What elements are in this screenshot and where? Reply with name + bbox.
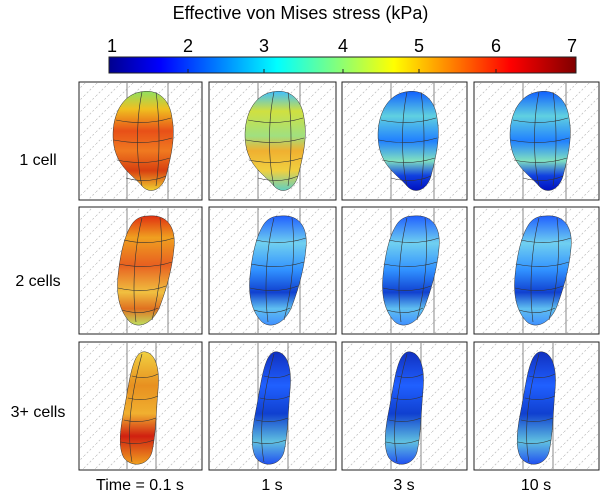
colorbar-title: Effective von Mises stress (kPa) — [172, 3, 429, 23]
panel-3cells-t3 — [341, 341, 468, 471]
col-label-t0.1: Time = 0.1 s — [96, 477, 184, 494]
panel-1cell-t0.1 — [78, 81, 203, 201]
colorbar-tick: 7 — [566, 36, 577, 56]
panel-1cell-t3 — [341, 81, 468, 201]
col-label-t10: 10 s — [520, 477, 552, 494]
colorbar-ticks — [187, 69, 497, 73]
col-label-t3: 3 s — [393, 477, 415, 494]
panel-2cells-t3 — [341, 206, 468, 335]
panel-3cells-t10 — [473, 341, 600, 471]
colorbar-tick: 3 — [258, 36, 269, 56]
row-label-1-cell: 1 cell — [19, 152, 57, 169]
col-label-t1: 1 s — [261, 477, 283, 494]
colorbar-tick: 6 — [490, 36, 501, 56]
row-label-3plus-cells: 3+ cells — [10, 404, 66, 421]
panel-2cells-t1 — [208, 206, 337, 335]
row-label-2-cells: 2 cells — [15, 273, 61, 290]
panel-3cells-t1 — [208, 341, 337, 471]
colorbar-tick: 1 — [106, 36, 117, 56]
panel-3cells-t0.1 — [78, 341, 203, 471]
panel-1cell-t10 — [473, 81, 600, 201]
colorbar-tick: 5 — [413, 36, 424, 56]
panel-2cells-t0.1 — [78, 206, 203, 335]
colorbar-tick: 4 — [337, 36, 348, 56]
colorbar-tick: 2 — [182, 36, 193, 56]
panel-1cell-t1 — [208, 81, 337, 201]
panel-2cells-t10 — [473, 206, 600, 335]
